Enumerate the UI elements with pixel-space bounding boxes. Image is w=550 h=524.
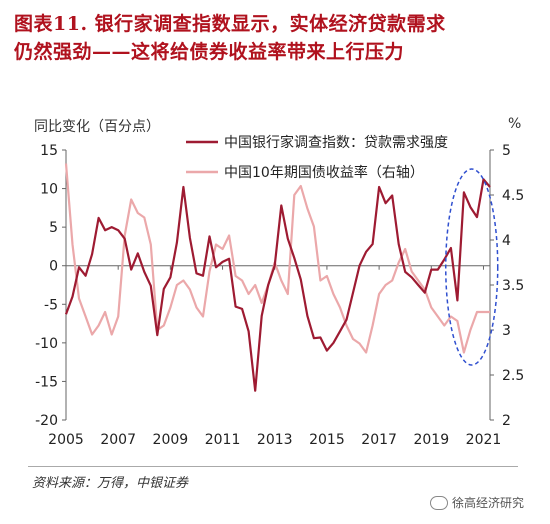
watermark: 徐高经济研究: [430, 494, 524, 511]
highlight-ellipse: [444, 168, 499, 366]
right-tick-label: 2: [502, 413, 511, 429]
x-tick-label: 2011: [205, 432, 241, 448]
x-tick-label: 2015: [309, 432, 345, 448]
series-bond-yield-line: [64, 163, 490, 354]
chart-title: 图表11. 银行家调查指数显示，实体经济贷款需求 仍然强劲——这将给债券收益率带…: [14, 10, 544, 66]
x-tick-label: 2017: [361, 432, 397, 448]
x-tick-label: 2009: [153, 432, 189, 448]
left-axis-unit: 同比变化（百分点）: [34, 119, 160, 135]
x-tick-label: 2013: [257, 432, 293, 448]
watermark-text: 徐高经济研究: [452, 496, 525, 510]
right-axis-unit: %: [508, 116, 522, 132]
left-tick-label: -20: [35, 413, 58, 429]
x-tick-label: 2005: [48, 432, 84, 448]
right-tick-label: 2.5: [502, 368, 524, 384]
legend-label-loan-demand: 中国银行家调查指数：贷款需求强度: [224, 134, 448, 151]
wechat-icon: [430, 495, 448, 510]
left-tick-label: 5: [49, 220, 58, 236]
footer-divider: [28, 466, 518, 467]
left-tick-label: -10: [35, 336, 58, 352]
left-tick-label: 0: [49, 259, 58, 275]
series-loan-demand-line: [64, 178, 491, 392]
right-tick-label: 4: [502, 233, 511, 249]
left-tick-label: -15: [35, 374, 58, 390]
right-tick-label: 5: [502, 143, 511, 159]
right-tick-label: 3.5: [502, 278, 524, 294]
x-tick-label: 2019: [413, 432, 449, 448]
left-tick-label: -5: [44, 297, 58, 313]
title-line-2: 仍然强劲——这将给债券收益率带来上行压力: [14, 41, 405, 63]
right-tick-label: 4.5: [502, 188, 524, 204]
right-tick-label: 3: [502, 323, 511, 339]
title-line-1: 图表11. 银行家调查指数显示，实体经济贷款需求: [14, 13, 446, 35]
source-note: 资料来源：万得，中银证券: [32, 476, 189, 491]
x-tick-label: 2007: [100, 432, 136, 448]
legend-label-bond-yield: 中国10年期国债收益率（右轴）: [224, 164, 424, 181]
left-tick-label: 10: [40, 182, 58, 198]
left-tick-label: 15: [40, 143, 58, 159]
x-tick-label: 2021: [466, 432, 502, 448]
